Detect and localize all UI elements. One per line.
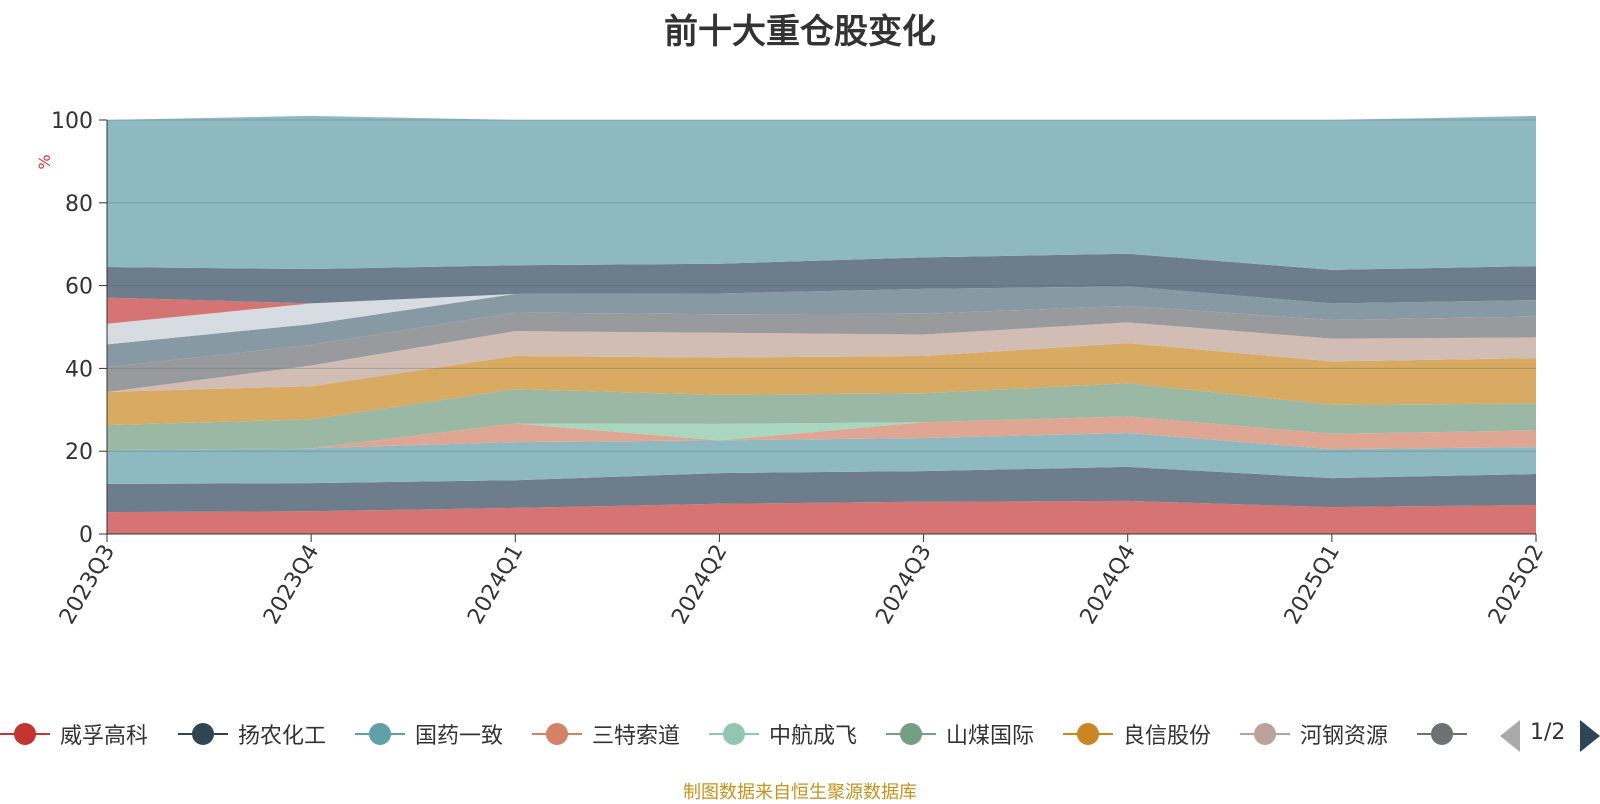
y-tick-label: 100 xyxy=(51,109,93,134)
legend-symbol-icon xyxy=(1063,714,1113,754)
series-area-8 xyxy=(107,322,1536,392)
legend-pager: 1/2 xyxy=(1500,718,1600,754)
x-tick-label: 2024Q2 xyxy=(667,541,732,629)
legend-label: 三特索道 xyxy=(592,724,681,749)
source-note: 制图数据来自恒生聚源数据库 xyxy=(683,782,917,803)
legend-label: 中航成飞 xyxy=(769,724,858,749)
series-area-3 xyxy=(107,433,1536,484)
x-tick-label: 2025Q1 xyxy=(1280,541,1345,629)
legend-item[interactable]: 国药一致 xyxy=(355,714,503,754)
legend-label: 良信股份 xyxy=(1123,724,1212,749)
series-area-5 xyxy=(107,416,1536,450)
series-area-11 xyxy=(107,286,1536,345)
legend-item[interactable]: 三特索道 xyxy=(532,714,680,754)
y-tick-label: 20 xyxy=(65,440,93,465)
legend-symbol-icon xyxy=(532,714,582,754)
series-area-10 xyxy=(107,286,1536,368)
y-tick-label: 40 xyxy=(65,357,93,382)
legend-label: 威孚高科 xyxy=(60,724,149,749)
legend-item[interactable]: 山煤国际 xyxy=(886,714,1034,754)
legend-symbol-icon xyxy=(886,714,936,754)
legend-item[interactable]: 良信股份 xyxy=(1063,714,1211,754)
series-area-13 xyxy=(107,253,1536,304)
legend-symbol-icon xyxy=(0,714,50,754)
legend-next-page-icon[interactable] xyxy=(1580,720,1600,752)
x-tick-label: 2024Q3 xyxy=(871,541,936,629)
series-area-6 xyxy=(107,383,1536,450)
legend-label: 山煤国际 xyxy=(946,724,1035,749)
series-area-2 xyxy=(107,466,1536,513)
legend-symbol-icon xyxy=(1240,714,1290,754)
legend-page-indicator: 1/2 xyxy=(1530,720,1566,745)
stacked-area-chart: 0 20 40 60 80 100% 2023Q3 2023Q4 2024Q1 2024Q2 202… xyxy=(35,109,1549,629)
series-area-14 xyxy=(107,115,1536,270)
legend-symbol-icon xyxy=(178,714,228,754)
chart-title: 前十大重仓股变化 xyxy=(664,12,936,52)
x-tick-label: 2025Q2 xyxy=(1484,541,1549,629)
legend-item[interactable]: 中航成飞 xyxy=(709,714,857,754)
legend-label: 扬农化工 xyxy=(238,724,327,749)
series-area-7 xyxy=(107,343,1536,426)
legend-prev-page-icon[interactable] xyxy=(1500,720,1520,752)
legend-symbol-icon xyxy=(1417,714,1467,754)
legend-item[interactable]: 河钢资源 xyxy=(1240,714,1388,754)
series-area-1 xyxy=(107,500,1536,534)
legend: 威孚高科 扬农化工 国药一致 三特索道 中航成飞 山煤国际 良信股份 河钢资源 xyxy=(0,714,1600,754)
y-tick-label: 80 xyxy=(65,192,93,217)
legend-item[interactable]: 扬农化工 xyxy=(178,714,326,754)
y-axis-label: % xyxy=(35,154,54,169)
x-tick-label: 2024Q1 xyxy=(463,541,528,629)
legend-symbol-icon xyxy=(355,714,405,754)
y-tick-label: 60 xyxy=(65,275,93,300)
x-tick-label: 2023Q4 xyxy=(259,541,324,629)
series-area-4 xyxy=(107,416,1536,450)
legend-symbol-icon xyxy=(709,714,759,754)
series-area-9 xyxy=(107,305,1536,392)
legend-item[interactable]: 威孚高科 xyxy=(0,714,148,754)
x-tick-label: 2023Q3 xyxy=(55,541,120,629)
y-tick-label: 0 xyxy=(79,523,93,548)
legend-label: 国药一致 xyxy=(415,724,504,749)
legend-label: 河钢资源 xyxy=(1300,724,1389,749)
x-tick-label: 2024Q4 xyxy=(1076,541,1141,629)
legend-item[interactable] xyxy=(1417,714,1467,754)
